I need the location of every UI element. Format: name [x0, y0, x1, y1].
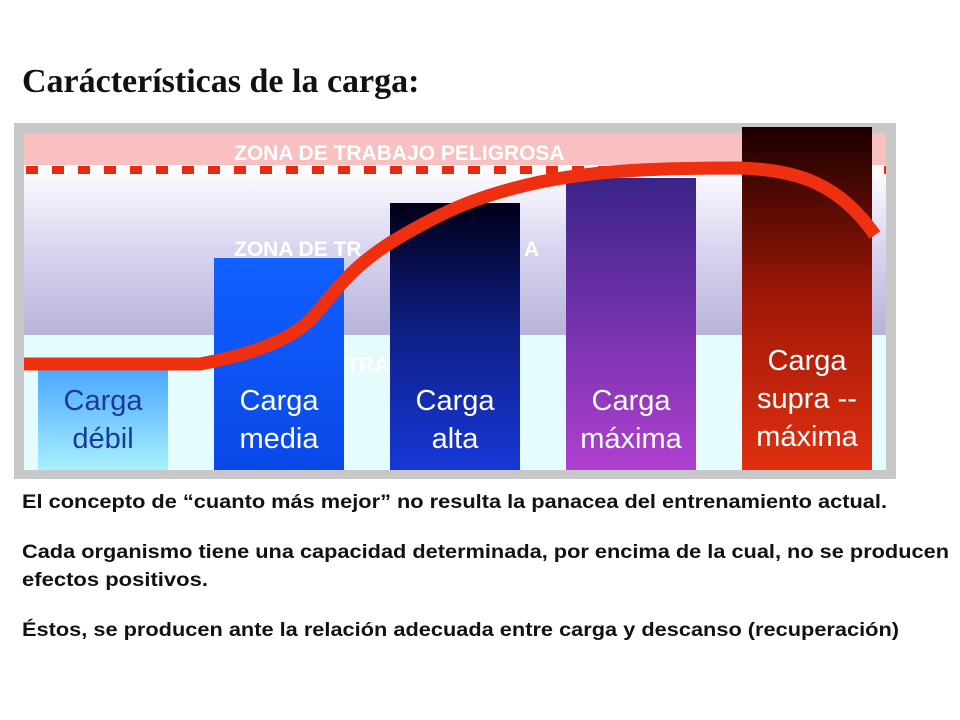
- bar-label: máxima: [756, 421, 858, 453]
- paragraph-line: Éstos, se producen ante la relación adec…: [22, 619, 899, 641]
- bar: [390, 203, 520, 470]
- bars: [38, 127, 872, 470]
- bar-label: alta: [432, 423, 480, 455]
- bar-label: supra --: [757, 383, 857, 415]
- zone-label: A: [524, 238, 539, 261]
- bar: [566, 178, 696, 470]
- zone-label: ZONA DE TR: [234, 238, 362, 261]
- load-curve: [24, 161, 881, 371]
- bar-label: Carga: [416, 385, 496, 417]
- paragraph-line: efectos positivos.: [22, 570, 208, 591]
- title: Carácterísticas de la carga:: [22, 63, 419, 100]
- bar-label: Carga: [240, 385, 320, 417]
- bar: [214, 258, 344, 470]
- paragraph-line: Cada organismo tiene una capacidad deter…: [22, 542, 949, 563]
- bar-label: Carga: [768, 345, 848, 377]
- bar: [38, 370, 168, 470]
- zone-label: ZONA DE TRABAJO PELIGROSA: [234, 142, 565, 165]
- bar-label: débil: [72, 423, 133, 455]
- paragraph-line: El concepto de “cuanto más mejor” no res…: [22, 492, 887, 513]
- bar-label: media: [240, 423, 320, 455]
- paragraphs: El concepto de “cuanto más mejor” no res…: [22, 492, 949, 641]
- bar-label: Carga: [592, 385, 672, 417]
- bar-label: Carga: [64, 385, 144, 417]
- bar-label: máxima: [580, 423, 682, 455]
- zone-label: TRA: [346, 354, 389, 377]
- bar-labels: Carga débil Carga media Carga alta Carga máxima…: [64, 345, 859, 455]
